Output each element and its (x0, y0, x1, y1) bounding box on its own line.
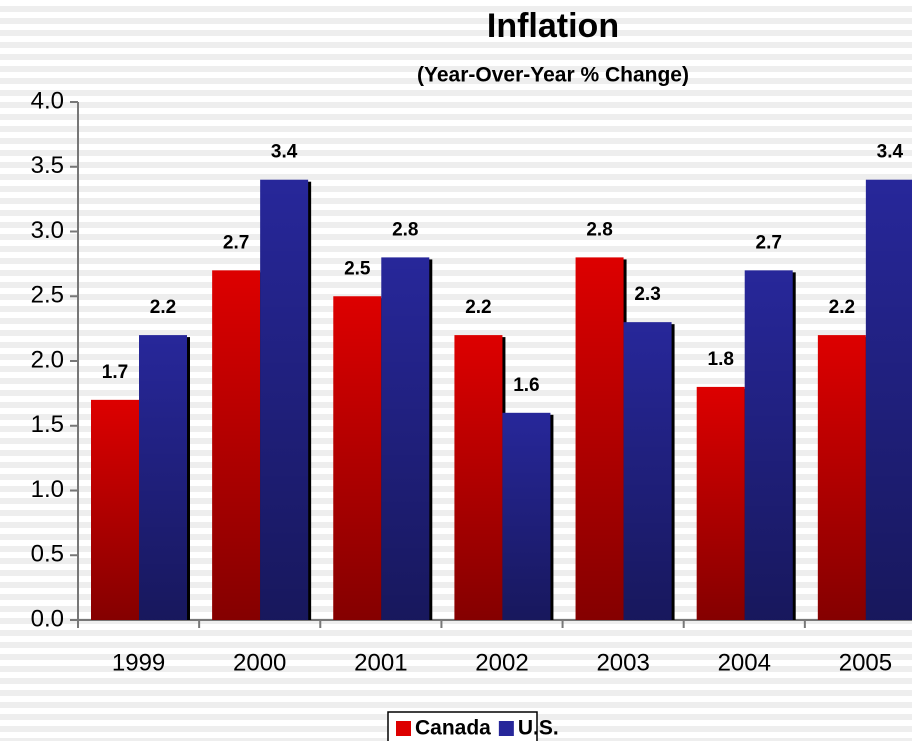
bar-shade (744, 270, 793, 620)
value-label: 1.6 (513, 375, 539, 396)
bar-shade (575, 257, 624, 620)
value-label: 2.7 (223, 232, 249, 253)
x-tick-label: 2002 (475, 649, 528, 676)
value-label: 2.3 (634, 284, 660, 305)
chart-title: Inflation (487, 7, 619, 45)
y-tick-label: 1.0 (31, 476, 64, 503)
bar-shade (91, 399, 139, 620)
value-label: 2.5 (344, 258, 371, 279)
x-tick-label: 2001 (354, 649, 407, 676)
y-tick-label: 2.5 (31, 282, 64, 309)
y-tick-label: 3.5 (31, 152, 64, 179)
value-label: 2.7 (756, 232, 782, 253)
y-tick-label: 3.0 (31, 217, 64, 244)
value-label: 1.7 (102, 362, 128, 383)
chart-subtitle: (Year-Over-Year % Change) (417, 64, 689, 87)
y-tick-label: 0.5 (31, 541, 64, 568)
bar-shade (696, 386, 745, 620)
y-tick-label: 0.0 (31, 605, 64, 632)
bar-shade (333, 296, 382, 620)
bar-shade (381, 257, 430, 620)
bar-shade (623, 322, 672, 620)
bar-shade (502, 412, 551, 620)
value-label: 3.4 (877, 142, 904, 163)
value-label: 2.2 (829, 297, 855, 318)
value-label: 1.8 (708, 349, 734, 370)
legend-label: U.S. (518, 717, 559, 740)
legend-swatch (396, 721, 411, 736)
bar-shade (454, 335, 503, 620)
x-tick-label: 1999 (112, 649, 165, 676)
value-label: 2.2 (150, 297, 176, 318)
bar-shade (260, 179, 309, 620)
value-label: 2.8 (586, 219, 612, 240)
value-label: 3.4 (271, 142, 298, 163)
value-label: 2.2 (465, 297, 491, 318)
y-tick-label: 1.5 (31, 411, 64, 438)
bar-shade (817, 335, 866, 620)
y-tick-label: 4.0 (31, 87, 64, 114)
y-tick-label: 2.0 (31, 346, 64, 373)
value-label: 2.8 (392, 219, 418, 240)
x-tick-label: 2004 (718, 649, 771, 676)
legend-swatch (498, 721, 514, 736)
x-tick-label: 2003 (596, 649, 649, 676)
x-tick-label: 2005 (839, 649, 892, 676)
legend-label: Canada (415, 717, 491, 740)
bar-shade (865, 179, 912, 620)
bar-shade (212, 270, 261, 620)
x-tick-label: 2000 (233, 649, 286, 676)
bar-shade (139, 335, 187, 620)
